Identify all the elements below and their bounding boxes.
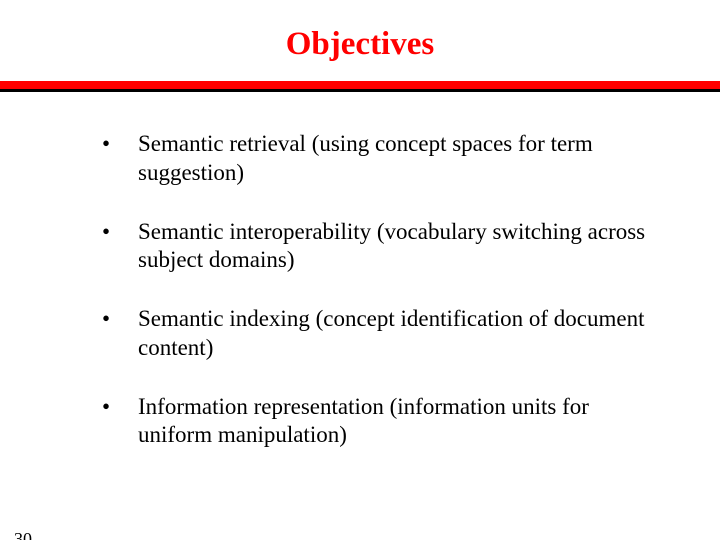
bullet-text: Semantic indexing (concept identificatio… bbox=[138, 305, 660, 363]
bullet-text: Semantic interoperability (vocabulary sw… bbox=[138, 218, 660, 276]
slide: Objectives • Semantic retrieval (using c… bbox=[0, 26, 720, 540]
list-item: • Semantic retrieval (using concept spac… bbox=[102, 130, 660, 188]
page-number: 30 bbox=[14, 529, 32, 540]
slide-title: Objectives bbox=[0, 26, 720, 63]
bullet-icon: • bbox=[102, 130, 138, 159]
bullet-icon: • bbox=[102, 305, 138, 334]
list-item: • Semantic indexing (concept identificat… bbox=[102, 305, 660, 363]
bullet-text: Information representation (information … bbox=[138, 393, 660, 451]
bullet-icon: • bbox=[102, 218, 138, 247]
divider-red-bar bbox=[0, 81, 720, 89]
title-divider bbox=[0, 81, 720, 92]
bullet-list: • Semantic retrieval (using concept spac… bbox=[0, 130, 720, 450]
list-item: • Information representation (informatio… bbox=[102, 393, 660, 451]
bullet-text: Semantic retrieval (using concept spaces… bbox=[138, 130, 660, 188]
divider-black-bar bbox=[0, 89, 720, 92]
bullet-icon: • bbox=[102, 393, 138, 422]
list-item: • Semantic interoperability (vocabulary … bbox=[102, 218, 660, 276]
